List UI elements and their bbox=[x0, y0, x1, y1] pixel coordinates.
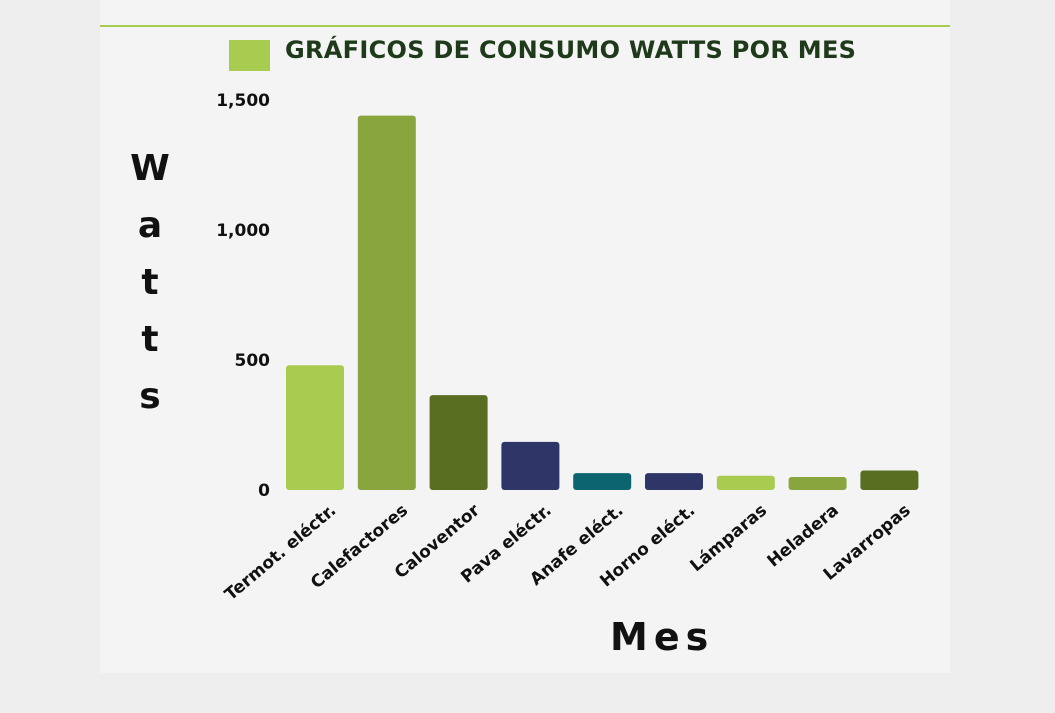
x-axis-label: Mes bbox=[610, 615, 715, 659]
bar bbox=[788, 477, 847, 490]
bar bbox=[645, 473, 703, 490]
y-axis-label-letter: s bbox=[139, 376, 161, 417]
y-tick-label: 0 bbox=[258, 481, 270, 501]
chart-card bbox=[100, 0, 950, 673]
bar bbox=[286, 365, 344, 490]
legend-swatch bbox=[229, 40, 270, 71]
top-divider bbox=[100, 25, 950, 27]
bar bbox=[573, 473, 632, 490]
chart-title: GRÁFICOS DE CONSUMO WATTS POR MES bbox=[285, 36, 857, 64]
y-tick-label: 1,500 bbox=[216, 91, 270, 111]
y-tick-label: 500 bbox=[235, 351, 271, 371]
bar bbox=[357, 115, 416, 490]
y-axis-label-letter: a bbox=[137, 205, 163, 246]
y-axis-label-letter: t bbox=[141, 262, 159, 303]
y-axis-label-letter: t bbox=[141, 319, 159, 360]
y-tick-label: 1,000 bbox=[216, 221, 270, 241]
y-axis-label-letter: W bbox=[130, 148, 170, 189]
bar bbox=[860, 470, 919, 490]
bar bbox=[429, 395, 488, 490]
bar bbox=[716, 475, 775, 490]
x-tick-label: Lámparas bbox=[686, 501, 771, 577]
bar bbox=[501, 441, 560, 490]
